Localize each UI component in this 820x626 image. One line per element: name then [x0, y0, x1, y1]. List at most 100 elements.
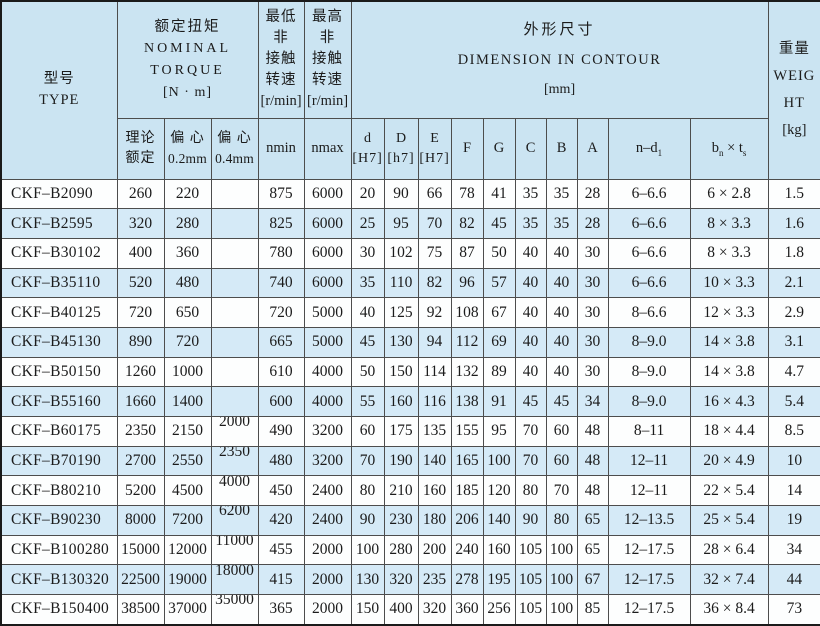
cell-nd1: 6–6.6 [607, 267, 691, 299]
header-nmin-zh1: 最低非 [265, 9, 297, 47]
cell-B: 40 [545, 267, 578, 299]
cell-F: 155 [450, 415, 484, 447]
header-dimension-unit: [mm] [544, 81, 576, 97]
cell-torque_ecc04: 4000 [210, 475, 259, 506]
header-weight-zh: 重量 [778, 41, 810, 58]
cell-type: CKF–B50150 [0, 356, 118, 388]
cell-E: 94 [417, 326, 452, 358]
cell-bt: 22 × 5.4 [689, 475, 769, 506]
cell-nmin: 490 [257, 415, 305, 447]
cell-G: 140 [482, 504, 516, 536]
cell-nmax: 6000 [303, 237, 352, 269]
table-header: 型号 TYPE 额定扭矩 NOMINAL TORQUE [N · m] 最低非 … [0, 0, 820, 180]
cell-nd1: 8–9.0 [607, 326, 691, 358]
header-row-groups: 型号 TYPE 额定扭矩 NOMINAL TORQUE [N · m] 最低非 … [0, 0, 820, 180]
cell-C: 105 [514, 593, 547, 626]
cell-B: 100 [545, 534, 578, 566]
cell-torque_ecc04 [210, 356, 259, 388]
cell-nd1: 6–6.6 [607, 237, 691, 269]
cell-C: 40 [514, 356, 547, 388]
header-bt-bsub: n [718, 147, 724, 158]
cell-weight: 44 [767, 564, 820, 595]
cell-B: 35 [545, 178, 578, 210]
cell-E: 92 [417, 297, 452, 328]
cell-nmax: 3200 [303, 445, 352, 477]
cell-torque_theory: 2700 [116, 445, 165, 477]
cell-nmin: 665 [257, 326, 305, 358]
cell-nd1: 12–11 [607, 475, 691, 506]
cell-type: CKF–B2090 [0, 178, 118, 210]
table-row: CKF–B30102 400 360 780 6000 30 102 75 87 50 40 40 30… [0, 237, 820, 269]
cell-weight: 5.4 [767, 386, 820, 417]
raised-value: 6200 [219, 505, 251, 520]
cell-D: 95 [383, 208, 419, 239]
cell-torque_theory: 720 [116, 297, 165, 328]
cell-d: 45 [350, 326, 385, 358]
header-nmax-unit: [r/min] [306, 93, 349, 110]
cell-torque_ecc02: 1000 [163, 356, 212, 388]
cell-d: 25 [350, 208, 385, 239]
header-bt: bn × ts [689, 117, 769, 180]
cell-A: 48 [576, 475, 609, 506]
cell-torque_theory: 1660 [116, 386, 165, 417]
cell-E: 320 [417, 593, 452, 626]
header-D: D [h7] [383, 117, 419, 180]
table-row: CKF–B150400 38500 37000 35000 365 2000 150 400 3… [0, 593, 820, 626]
cell-D: 125 [383, 297, 419, 328]
cell-weight: 8.5 [767, 415, 820, 447]
cell-B: 45 [545, 386, 578, 417]
header-D-l1: D [395, 130, 407, 146]
cell-D: 175 [383, 415, 419, 447]
header-B: B [545, 117, 578, 180]
cell-F: 82 [450, 208, 484, 239]
cell-bt: 14 × 3.8 [689, 326, 769, 358]
header-weight-en1: WEIG [773, 68, 816, 85]
header-torque-unit: [N · m] [163, 84, 213, 100]
cell-D: 90 [383, 178, 419, 210]
table-body: CKF–B2090 260 220 875 6000 20 90 66 78 41 35 35 28 6–… [0, 178, 820, 626]
cell-F: 165 [450, 445, 484, 477]
cell-nd1: 6–6.6 [607, 208, 691, 239]
header-nmin-group: 最低非 接触 转速 [r/min] [257, 0, 305, 119]
cell-torque_ecc02: 720 [163, 326, 212, 358]
table-row: CKF–B2090 260 220 875 6000 20 90 66 78 41 35 35 28 6–… [0, 178, 820, 210]
header-nmax-zh2: 接触 [312, 51, 344, 68]
cell-A: 48 [576, 445, 609, 477]
cell-E: 135 [417, 415, 452, 447]
cell-E: 114 [417, 356, 452, 388]
cell-torque_theory: 15000 [116, 534, 165, 566]
cell-E: 140 [417, 445, 452, 477]
cell-G: 45 [482, 208, 516, 239]
cell-weight: 34 [767, 534, 820, 566]
cell-G: 160 [482, 534, 516, 566]
header-torque-en1: NOMINAL [143, 40, 232, 56]
cell-G: 91 [482, 386, 516, 417]
header-nmin-unit: [r/min] [260, 93, 302, 110]
cell-G: 256 [482, 593, 516, 626]
cell-torque_theory: 260 [116, 178, 165, 210]
cell-torque_ecc04: 18000 [210, 564, 259, 595]
cell-nmin: 610 [257, 356, 305, 388]
header-weight-unit: [kg] [782, 122, 807, 139]
cell-nmax: 5000 [303, 297, 352, 328]
header-ecc04-l1: 偏 心 [217, 130, 252, 146]
cell-type: CKF–B70190 [0, 445, 118, 477]
cell-torque_ecc02: 220 [163, 178, 212, 210]
cell-d: 70 [350, 445, 385, 477]
cell-torque_ecc04 [210, 178, 259, 210]
cell-nd1: 8–11 [607, 415, 691, 447]
cell-D: 190 [383, 445, 419, 477]
cell-E: 160 [417, 475, 452, 506]
cell-B: 60 [545, 415, 578, 447]
cell-A: 34 [576, 386, 609, 417]
cell-D: 210 [383, 475, 419, 506]
cell-nmax: 2400 [303, 504, 352, 536]
cell-d: 100 [350, 534, 385, 566]
cell-torque_theory: 5200 [116, 475, 165, 506]
cell-torque_ecc02: 2150 [163, 415, 212, 447]
cell-bt: 14 × 3.8 [689, 356, 769, 388]
raised-value: 11000 [215, 535, 254, 549]
cell-torque_ecc02: 4500 [163, 475, 212, 506]
cell-torque_ecc02: 12000 [163, 534, 212, 566]
